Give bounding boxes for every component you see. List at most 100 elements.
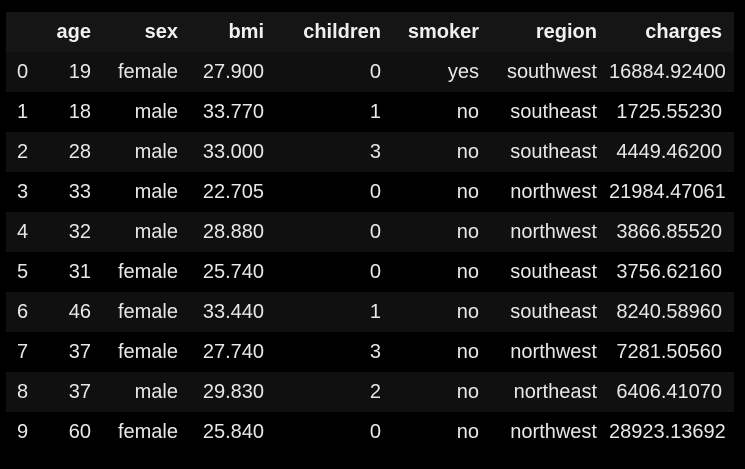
cell-sex: male <box>103 172 190 212</box>
cell-sex: female <box>103 252 190 292</box>
cell-region: southwest <box>491 52 609 92</box>
table-row: 7 37 female 27.740 3 no northwest 7281.50560 <box>6 332 734 372</box>
row-index-cell: 9 <box>6 412 41 452</box>
cell-children: 0 <box>276 212 393 252</box>
table-row: 4 32 male 28.880 0 no northwest 3866.85520 <box>6 212 734 252</box>
cell-age: 28 <box>41 132 103 172</box>
cell-sex: female <box>103 292 190 332</box>
row-index-cell: 1 <box>6 92 41 132</box>
cell-children: 2 <box>276 372 393 412</box>
column-header-region: region <box>491 12 609 52</box>
cell-children: 1 <box>276 92 393 132</box>
cell-charges: 8240.58960 <box>609 292 734 332</box>
cell-smoker: no <box>393 292 491 332</box>
row-index-cell: 6 <box>6 292 41 332</box>
cell-bmi: 33.000 <box>190 132 276 172</box>
cell-age: 19 <box>41 52 103 92</box>
cell-children: 0 <box>276 412 393 452</box>
cell-bmi: 27.900 <box>190 52 276 92</box>
cell-smoker: no <box>393 92 491 132</box>
cell-charges: 21984.47061 <box>609 172 734 212</box>
cell-smoker: no <box>393 332 491 372</box>
cell-region: southeast <box>491 132 609 172</box>
cell-bmi: 25.740 <box>190 252 276 292</box>
cell-smoker: no <box>393 212 491 252</box>
cell-charges: 28923.13692 <box>609 412 734 452</box>
cell-sex: male <box>103 92 190 132</box>
cell-sex: female <box>103 52 190 92</box>
index-header <box>6 12 41 52</box>
table-row: 1 18 male 33.770 1 no southeast 1725.55230 <box>6 92 734 132</box>
cell-age: 33 <box>41 172 103 212</box>
cell-region: northwest <box>491 172 609 212</box>
cell-smoker: yes <box>393 52 491 92</box>
table-row: 3 33 male 22.705 0 no northwest 21984.47061 <box>6 172 734 212</box>
cell-bmi: 27.740 <box>190 332 276 372</box>
cell-smoker: no <box>393 252 491 292</box>
cell-bmi: 25.840 <box>190 412 276 452</box>
cell-smoker: no <box>393 132 491 172</box>
cell-smoker: no <box>393 412 491 452</box>
cell-bmi: 28.880 <box>190 212 276 252</box>
table-row: 8 37 male 29.830 2 no northeast 6406.41070 <box>6 372 734 412</box>
cell-children: 0 <box>276 172 393 212</box>
header-row: age sex bmi children smoker region charg… <box>6 12 734 52</box>
cell-age: 37 <box>41 372 103 412</box>
cell-charges: 6406.41070 <box>609 372 734 412</box>
cell-sex: male <box>103 372 190 412</box>
cell-children: 3 <box>276 132 393 172</box>
row-index-cell: 5 <box>6 252 41 292</box>
row-index-cell: 2 <box>6 132 41 172</box>
cell-charges: 1725.55230 <box>609 92 734 132</box>
table-header: age sex bmi children smoker region charg… <box>6 12 734 52</box>
dataframe-table: age sex bmi children smoker region charg… <box>6 12 734 452</box>
table-row: 2 28 male 33.000 3 no southeast 4449.46200 <box>6 132 734 172</box>
cell-charges: 3866.85520 <box>609 212 734 252</box>
cell-children: 1 <box>276 292 393 332</box>
table-body: 0 19 female 27.900 0 yes southwest 16884.92400 1… <box>6 52 734 452</box>
cell-children: 3 <box>276 332 393 372</box>
column-header-bmi: bmi <box>190 12 276 52</box>
cell-charges: 4449.46200 <box>609 132 734 172</box>
cell-children: 0 <box>276 252 393 292</box>
cell-region: southeast <box>491 92 609 132</box>
table-row: 5 31 female 25.740 0 no southeast 3756.62160 <box>6 252 734 292</box>
column-header-children: children <box>276 12 393 52</box>
cell-sex: female <box>103 412 190 452</box>
cell-age: 18 <box>41 92 103 132</box>
cell-sex: male <box>103 212 190 252</box>
cell-region: northeast <box>491 372 609 412</box>
cell-bmi: 33.440 <box>190 292 276 332</box>
cell-charges: 3756.62160 <box>609 252 734 292</box>
column-header-sex: sex <box>103 12 190 52</box>
dataframe-output: age sex bmi children smoker region charg… <box>6 12 734 452</box>
table-row: 0 19 female 27.900 0 yes southwest 16884.92400 <box>6 52 734 92</box>
cell-bmi: 29.830 <box>190 372 276 412</box>
table-row: 6 46 female 33.440 1 no southeast 8240.58960 <box>6 292 734 332</box>
cell-charges: 16884.92400 <box>609 52 734 92</box>
cell-age: 46 <box>41 292 103 332</box>
cell-bmi: 33.770 <box>190 92 276 132</box>
cell-age: 32 <box>41 212 103 252</box>
cell-region: southeast <box>491 292 609 332</box>
table-row: 9 60 female 25.840 0 no northwest 28923.13692 <box>6 412 734 452</box>
cell-sex: male <box>103 132 190 172</box>
cell-age: 60 <box>41 412 103 452</box>
cell-age: 37 <box>41 332 103 372</box>
cell-region: northwest <box>491 412 609 452</box>
row-index-cell: 4 <box>6 212 41 252</box>
row-index-cell: 8 <box>6 372 41 412</box>
row-index-cell: 7 <box>6 332 41 372</box>
cell-region: southeast <box>491 252 609 292</box>
cell-region: northwest <box>491 212 609 252</box>
cell-smoker: no <box>393 372 491 412</box>
cell-charges: 7281.50560 <box>609 332 734 372</box>
column-header-smoker: smoker <box>393 12 491 52</box>
cell-sex: female <box>103 332 190 372</box>
cell-smoker: no <box>393 172 491 212</box>
column-header-age: age <box>41 12 103 52</box>
cell-children: 0 <box>276 52 393 92</box>
row-index-cell: 0 <box>6 52 41 92</box>
cell-region: northwest <box>491 332 609 372</box>
row-index-cell: 3 <box>6 172 41 212</box>
